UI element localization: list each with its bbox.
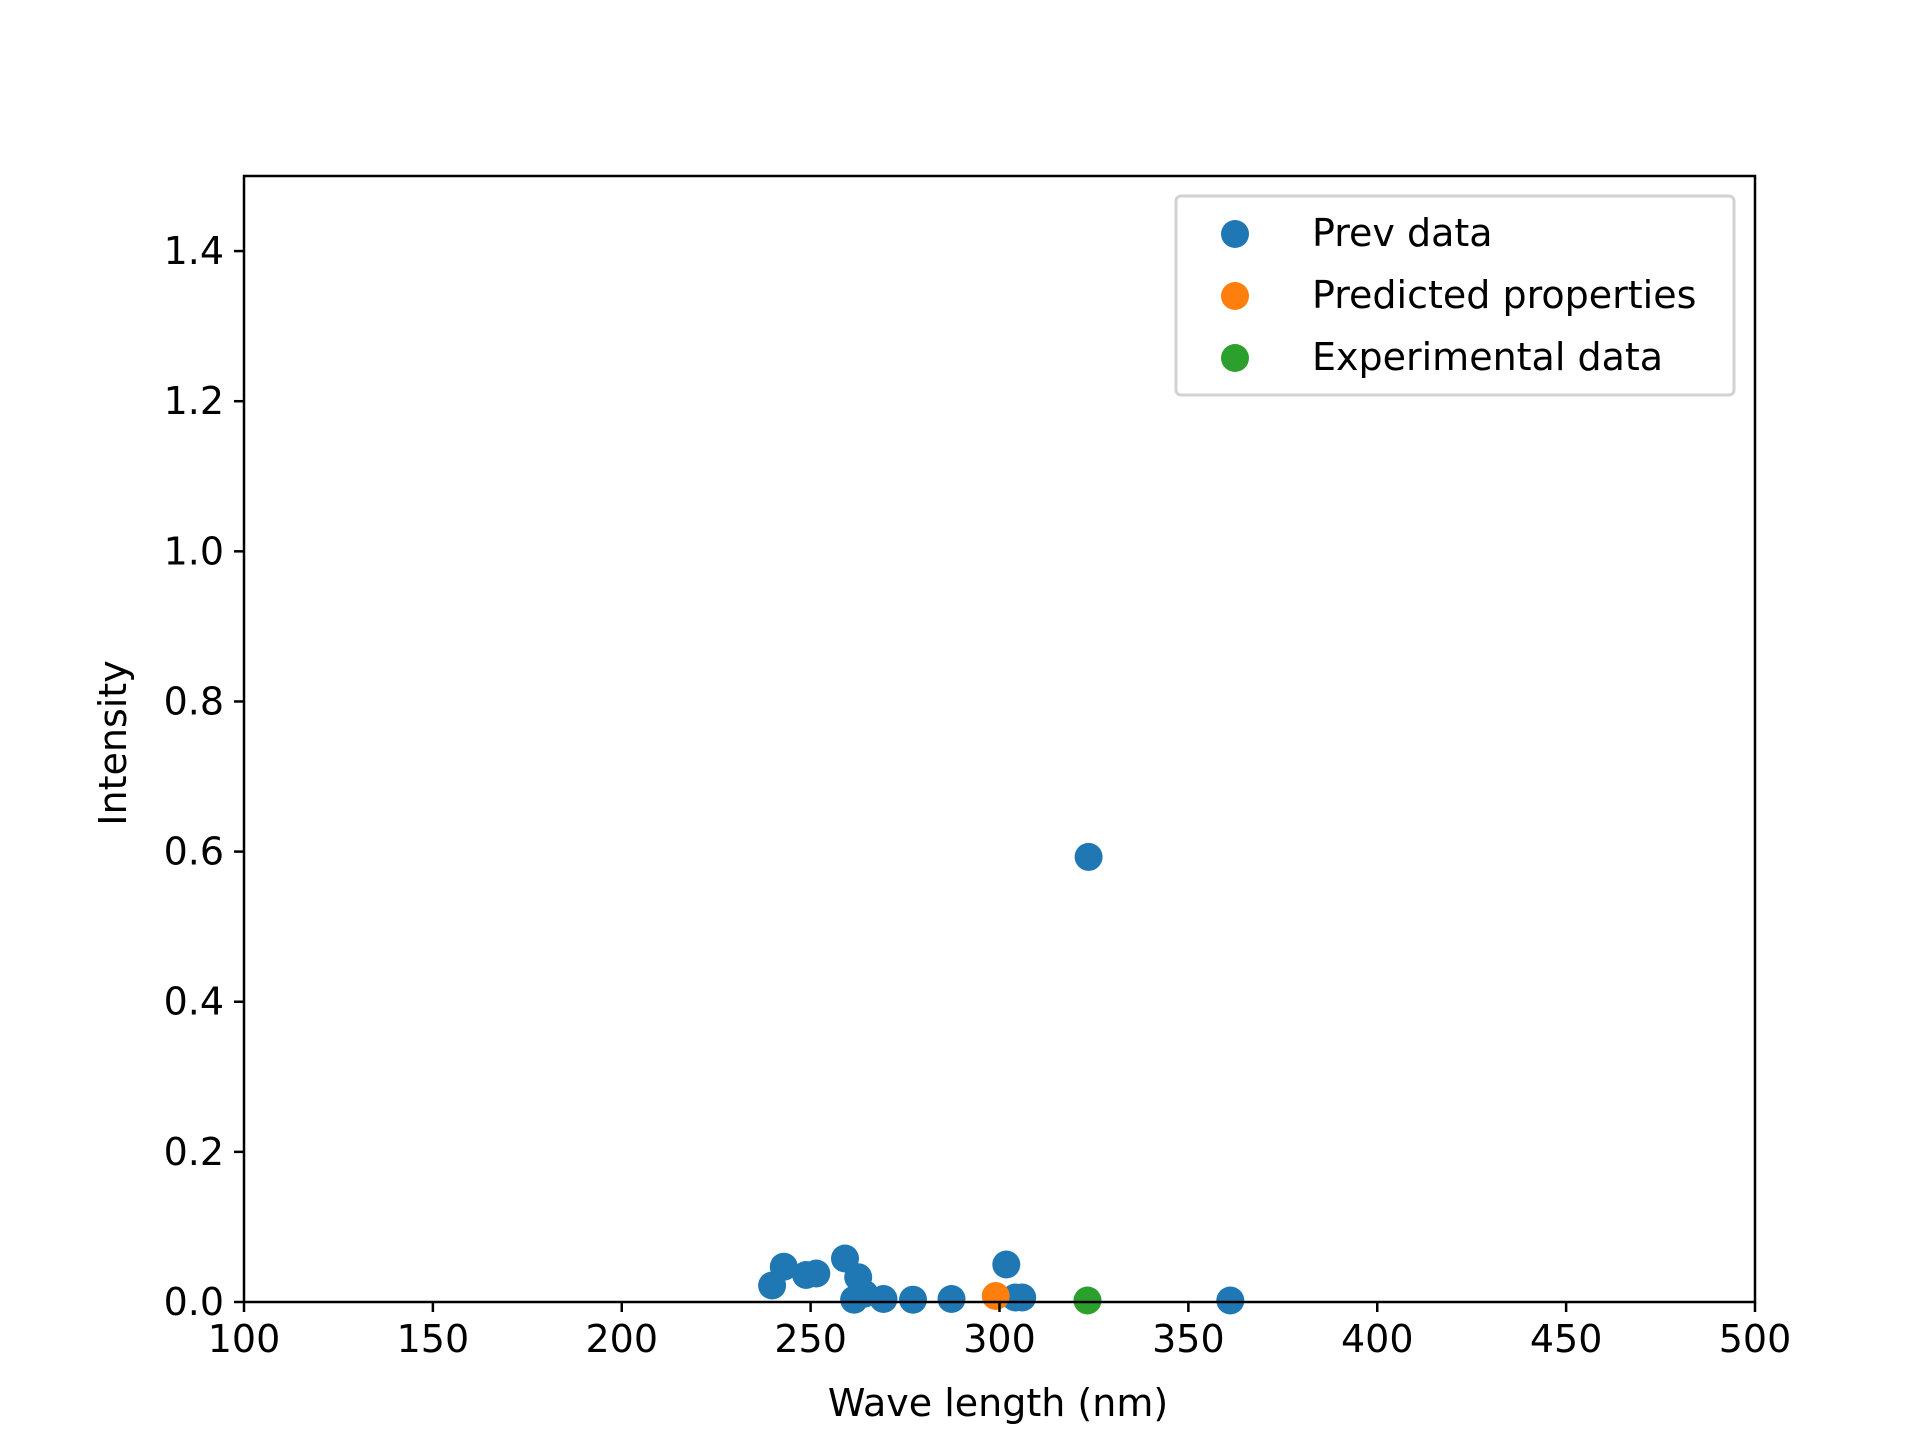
data-point-prev-data-8 — [869, 1285, 898, 1313]
x-tick-label: 450 — [1530, 1317, 1603, 1361]
y-axis-label: Intensity — [91, 660, 135, 825]
x-tick-label: 350 — [1152, 1317, 1225, 1361]
y-tick-label: 0.6 — [164, 830, 224, 874]
y-tick-label: 0.4 — [164, 980, 224, 1024]
data-points-layer — [758, 842, 1245, 1315]
x-tick-label: 150 — [397, 1317, 470, 1361]
x-tick-label: 500 — [1719, 1317, 1792, 1361]
data-point-prev-data-13 — [1008, 1283, 1037, 1312]
legend-label-experimental-data: Experimental data — [1312, 335, 1663, 379]
legend-label-predicted-properties: Predicted properties — [1312, 273, 1696, 317]
x-tick-label: 200 — [585, 1317, 658, 1361]
data-point-prev-data-11 — [992, 1250, 1021, 1279]
y-tick-label: 1.4 — [164, 229, 224, 273]
y-tick-label: 0.2 — [164, 1130, 224, 1174]
data-point-prev-data-15 — [1216, 1286, 1245, 1315]
data-point-prev-data-10 — [937, 1285, 966, 1313]
y-tick-label: 0.8 — [164, 679, 224, 723]
legend-marker-predicted-properties — [1221, 282, 1249, 310]
y-tick-label: 1.0 — [164, 529, 224, 573]
x-tick-label: 250 — [774, 1317, 847, 1361]
data-point-prev-data-1 — [769, 1252, 798, 1281]
data-point-prev-data-3 — [802, 1259, 831, 1288]
x-tick-label: 400 — [1341, 1317, 1414, 1361]
y-tick-label: 1.2 — [164, 379, 224, 423]
x-tick-label: 100 — [208, 1317, 281, 1361]
y-tick-label: 0.0 — [164, 1280, 224, 1324]
legend-label-prev-data: Prev data — [1312, 211, 1493, 255]
legend-marker-prev-data — [1221, 220, 1249, 248]
data-point-experimental-data-0 — [1073, 1286, 1102, 1315]
legend: Prev data Predicted properties Experimen… — [1174, 194, 1736, 397]
data-point-prev-data-9 — [899, 1285, 927, 1314]
ticks-layer: 100 150 200 250 300 350 400 450 500 0.0 0.2 0.4 0.6 0… — [164, 229, 1792, 1361]
data-point-prev-data-14 — [1074, 842, 1103, 871]
x-axis-label: Wave length (nm) — [828, 1381, 1168, 1425]
x-tick-label: 300 — [963, 1317, 1036, 1361]
data-point-predicted-properties-0 — [981, 1282, 1010, 1310]
data-point-prev-data-7 — [840, 1285, 869, 1314]
legend-marker-experimental-data — [1221, 344, 1249, 372]
legend-box — [1174, 194, 1736, 397]
